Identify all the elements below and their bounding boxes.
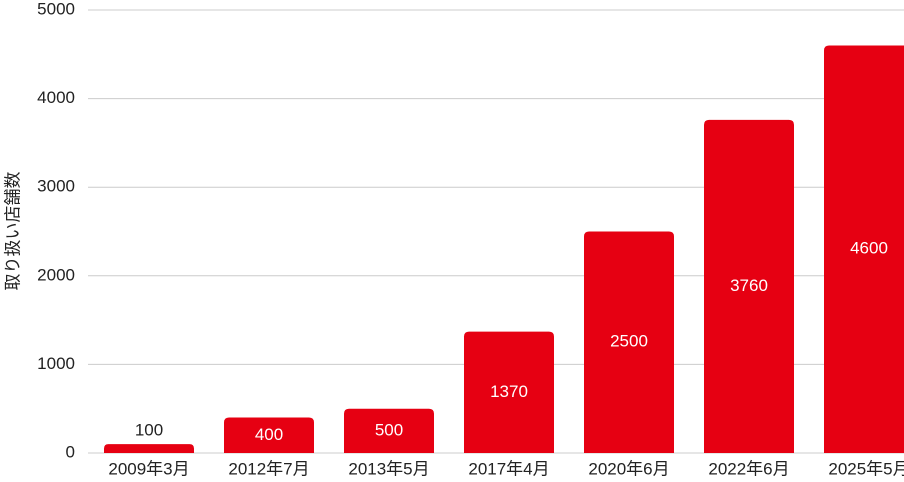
bar (464, 331, 554, 453)
bar (824, 45, 904, 453)
x-tick-label: 2022年6月 (708, 459, 789, 478)
data-label: 100 (135, 421, 163, 440)
bar (704, 119, 794, 453)
data-label: 2500 (610, 332, 648, 351)
data-label: 500 (375, 420, 403, 439)
bar (224, 417, 314, 453)
bar (344, 408, 434, 453)
data-label: 1370 (490, 382, 528, 401)
bar (584, 231, 674, 453)
y-tick-label: 5000 (37, 0, 75, 18)
x-tick-label: 2017年4月 (468, 459, 549, 478)
x-tick-label: 2020年6月 (588, 459, 669, 478)
x-tick-label: 2025年5月 (828, 459, 904, 478)
bar (104, 444, 194, 453)
x-tick-label: 2012年7月 (228, 459, 309, 478)
data-label: 4600 (850, 239, 888, 258)
y-tick-label: 1000 (37, 354, 75, 373)
y-tick-label: 2000 (37, 265, 75, 284)
y-tick-label: 4000 (37, 88, 75, 107)
data-label: 400 (255, 425, 283, 444)
x-tick-label: 2013年5月 (348, 459, 429, 478)
x-tick-label: 2009年3月 (108, 459, 189, 478)
y-axis-label: 取り扱い店舗数 (3, 172, 22, 291)
y-tick-label: 0 (66, 442, 75, 461)
y-tick-label: 3000 (37, 177, 75, 196)
data-label: 3760 (730, 276, 768, 295)
